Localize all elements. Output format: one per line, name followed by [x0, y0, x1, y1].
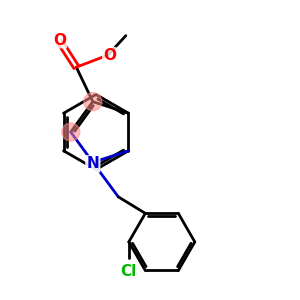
Text: O: O: [53, 33, 66, 48]
Text: Cl: Cl: [121, 264, 137, 279]
Text: O: O: [103, 48, 116, 63]
Circle shape: [62, 123, 80, 141]
Circle shape: [84, 93, 102, 111]
Text: N: N: [86, 156, 99, 171]
